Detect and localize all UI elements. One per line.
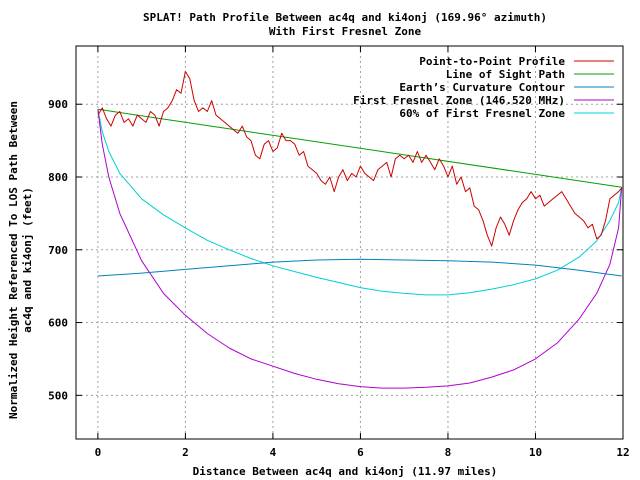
y-tick-label: 600	[48, 317, 68, 330]
x-tick-label: 6	[357, 446, 364, 459]
y-tick-label: 800	[48, 171, 68, 184]
legend-label: Point-to-Point Profile	[419, 55, 565, 68]
y-tick-label: 900	[48, 98, 68, 111]
ticks: 0 2 4 6 8 10 12 500 600 700 800 900	[48, 46, 630, 459]
legend-label: 60% of First Fresnel Zone	[399, 107, 565, 120]
x-tick-label: 4	[270, 446, 277, 459]
legend-label: First Fresnel Zone (146.520 MHz)	[353, 94, 565, 107]
legend-label: Line of Sight Path	[446, 68, 565, 81]
y-tick-label: 700	[48, 244, 68, 257]
series-60-of-first-fresnel-zone-line	[97, 109, 623, 296]
x-tick-label: 0	[95, 446, 102, 459]
series-earth-s-curvature-contour-line	[97, 258, 622, 277]
x-tick-label: 2	[182, 446, 189, 459]
x-tick-label: 10	[529, 446, 542, 459]
x-tick-label: 8	[445, 446, 452, 459]
chart-subtitle: With First Fresnel Zone	[269, 25, 422, 38]
series-point-to-point-profile-line	[97, 71, 623, 247]
y-axis-label: Normalized Height Referenced To LOS Path…	[7, 101, 20, 419]
series-line-of-sight-path-line	[97, 108, 622, 188]
y-axis-label-line2: ac4q and ki4onj (feet)	[21, 187, 34, 333]
chart-title: SPLAT! Path Profile Between ac4q and ki4…	[143, 11, 547, 24]
y-tick-label: 500	[48, 389, 68, 402]
series-first-fresnel-zone-146-520-mhz-line	[97, 109, 623, 389]
plot-frame	[75, 45, 624, 440]
legend-label: Earth’s Curvature Contour	[399, 81, 565, 94]
series-layer	[97, 71, 623, 389]
x-axis-label: Distance Between ac4q and ki4onj (11.97 …	[193, 465, 498, 478]
x-tick-label: 12	[616, 446, 629, 459]
